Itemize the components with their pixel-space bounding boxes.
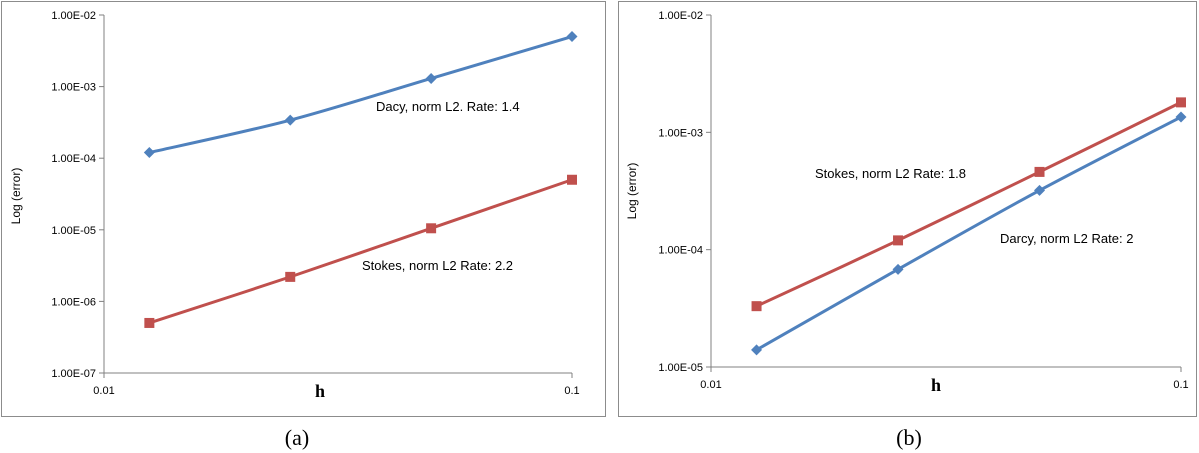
- chart-a-y-tick-label: 1.00E-06: [51, 296, 96, 308]
- chart-a-border: [1, 1, 606, 417]
- chart-b-series-1-point: [892, 263, 904, 275]
- chart-a-series-1-point: [144, 317, 155, 328]
- chart-b-series-0-line: [755, 101, 1182, 308]
- chart-b-y-tick-label: 1.00E-05: [658, 362, 703, 374]
- chart-a-annotation-stokes: Stokes, norm L2 Rate: 2.2: [362, 258, 513, 273]
- chart-b-annotation-stokes: Stokes, norm L2 Rate: 1.8: [815, 166, 966, 181]
- chart-a-ticks: 1.00E-07 1.00E-06 1.00E-05 1.00E-04 1.00E-03…: [51, 10, 579, 397]
- chart-a-series-0-point: [425, 72, 437, 84]
- chart-b-series-0-point: [1034, 166, 1045, 177]
- chart-b-ylabel: Log (error): [625, 163, 639, 220]
- chart-b-series-1-point: [1175, 111, 1187, 123]
- chart-a-y-tick-label: 1.00E-04: [51, 153, 96, 165]
- chart-b-series-1-point: [751, 344, 763, 356]
- chart-b-x-tick-label: 0.1: [1173, 379, 1188, 391]
- chart-b-y-tick-label: 1.00E-03: [658, 127, 703, 139]
- chart-b-ticks: 1.00E-05 1.00E-04 1.00E-03 1.00E-02 0.01 0.1: [658, 10, 1188, 391]
- chart-b-x-tick-label: 0.01: [700, 379, 721, 391]
- chart-a-xlabel: h: [315, 381, 325, 401]
- chart-a-series-1-point: [285, 271, 296, 282]
- chart-b-series-1-point: [1034, 184, 1046, 196]
- chart-b-border: [618, 1, 1197, 417]
- chart-b-xlabel: h: [931, 375, 941, 395]
- caption-a: (a): [285, 425, 309, 450]
- chart-a-series-0-point: [566, 31, 578, 43]
- chart-b-series-0-point: [1176, 97, 1186, 108]
- chart-b-series-0-point: [751, 301, 762, 312]
- chart-b-y-tick-label: 1.00E-02: [658, 10, 703, 22]
- chart-b-series: [751, 97, 1187, 356]
- chart-a-series: [143, 31, 578, 328]
- chart-a-y-tick-label: 1.00E-03: [51, 82, 96, 94]
- chart-a-series-1-point: [426, 223, 437, 234]
- chart-a-x-tick-label: 0.01: [93, 385, 114, 397]
- chart-a-annotation-darcy: Dacy, norm L2. Rate: 1.4: [376, 99, 520, 114]
- chart-a-series-1-point: [567, 174, 577, 185]
- chart-b-series-1-line: [755, 115, 1182, 352]
- chart-b-annotation-darcy: Darcy, norm L2 Rate: 2: [1000, 231, 1133, 246]
- chart-a-y-tick-label: 1.00E-02: [51, 10, 96, 22]
- chart-a-series-0-point: [143, 147, 155, 159]
- panel-b: 1.00E-051.00E-041.00E-031.00E-020.01 0.1 …: [618, 1, 1197, 417]
- chart-b-series-0-point: [893, 235, 904, 246]
- chart-a-series-1-line: [148, 178, 573, 325]
- chart-a-ylabel: Log (error): [9, 168, 23, 225]
- chart-a-y-tick-label: 1.00E-07: [51, 368, 96, 380]
- caption-b: (b): [896, 425, 922, 450]
- chart-a-series-0-line: [149, 35, 573, 154]
- chart-a-x-tick-label: 0.1: [564, 385, 579, 397]
- panel-a: 1.00E-07 1.00E-06 1.00E-05 1.00E-04 1.00E-03…: [1, 1, 606, 417]
- chart-a-series-0-point: [284, 114, 296, 126]
- chart-a-y-tick-label: 1.00E-05: [51, 225, 96, 237]
- chart-b-y-tick-label: 1.00E-04: [658, 245, 703, 257]
